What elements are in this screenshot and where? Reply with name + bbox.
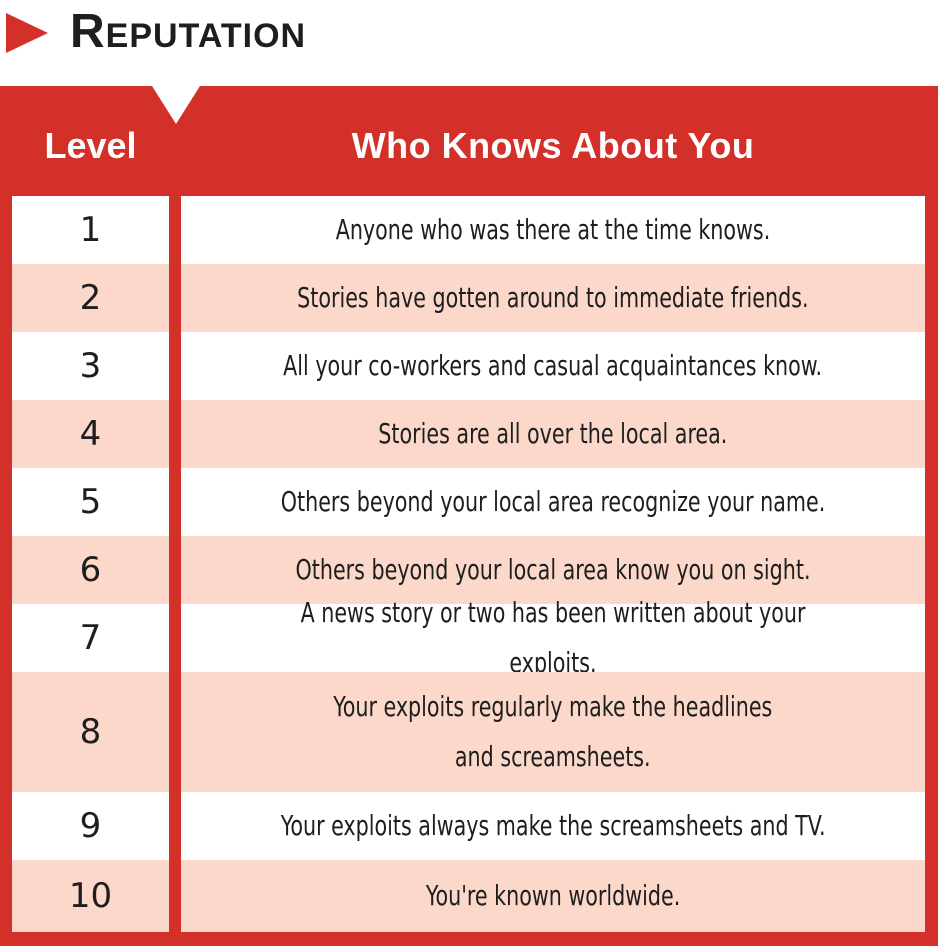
description-cell: Stories have gotten around to immediate … [181,264,925,332]
level-cell: 8 [12,672,169,792]
description-cell: Your exploits regularly make the headlin… [181,672,925,792]
description-text: You're known worldwide. [425,879,681,912]
column-header-level: Level [44,125,137,166]
level-cell: 9 [12,792,169,860]
description-text: All your co-workers and casual acquainta… [283,349,823,382]
header-notch [152,86,200,124]
description-cell: Others beyond your local area know you o… [181,536,925,604]
reputation-table: Level Who Knows About You 1 Anyone who wa… [0,86,938,946]
description-cell: Your exploits always make the screamshee… [181,792,925,860]
description-cell: All your co-workers and casual acquainta… [181,332,925,400]
description-cell: Stories are all over the local area. [181,400,925,468]
triangle-bullet-icon [6,13,48,53]
description-cell: Anyone who was there at the time knows. [181,196,925,264]
description-cell: Others beyond your local area recognize … [181,468,925,536]
level-cell: 1 [12,196,169,264]
description-text: A news story or two has been written abo… [300,596,806,679]
level-cell: 10 [12,860,169,932]
level-cell: 6 [12,536,169,604]
description-text: Others beyond your local area know you o… [295,553,811,586]
description-cell: You're known worldwide. [181,860,925,932]
column-header-who-knows: Who Knows About You [351,125,755,166]
level-cell: 2 [12,264,169,332]
description-text: Anyone who was there at the time knows. [335,213,771,246]
description-text: Your exploits always make the screamshee… [280,809,826,842]
description-text: Stories have gotten around to immediate … [297,281,809,314]
description-text: Stories are all over the local area. [378,417,728,450]
description-text: Others beyond your local area recognize … [280,485,826,518]
description-text: Your exploits regularly make the headlin… [333,690,773,773]
section-title: REPUTATION [70,5,307,58]
description-cell: A news story or two has been written abo… [181,596,925,679]
level-cell: 3 [12,332,169,400]
level-cell: 5 [12,468,169,536]
level-cell: 7 [12,604,169,672]
section-header: REPUTATION [0,0,938,86]
level-cell: 4 [12,400,169,468]
